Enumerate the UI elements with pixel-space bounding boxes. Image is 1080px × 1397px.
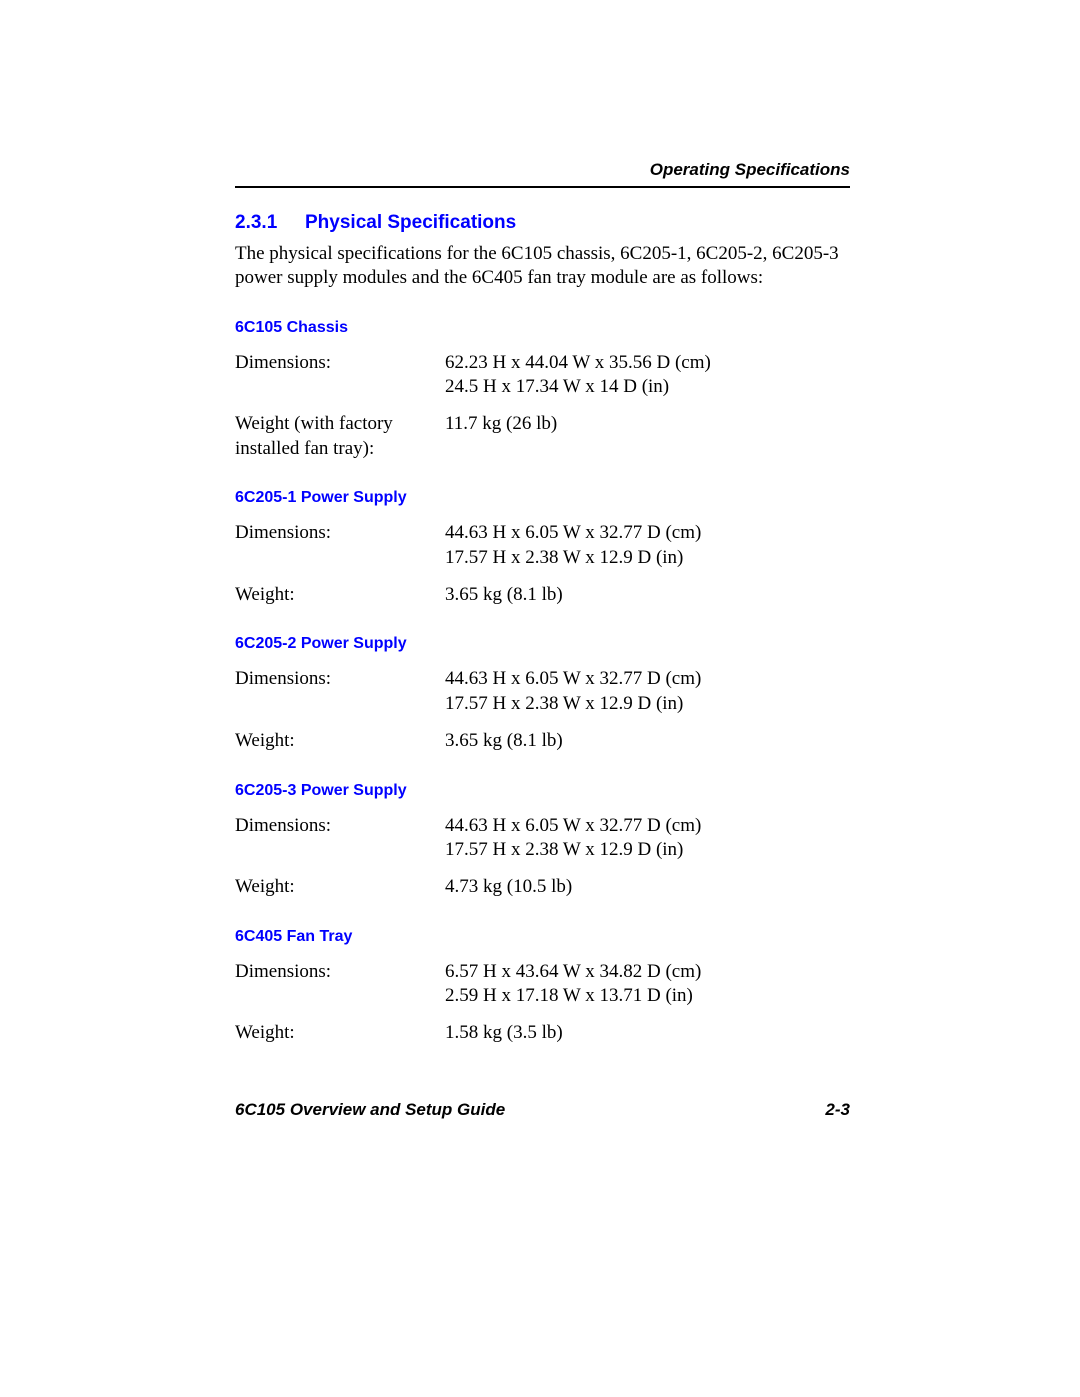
spec-row: Dimensions:44.63 H x 6.05 W x 32.77 D (c… xyxy=(235,814,850,863)
spec-label: Dimensions: xyxy=(235,667,445,716)
spec-value-line: 1.58 kg (3.5 lb) xyxy=(445,1021,850,1046)
footer-left: 6C105 Overview and Setup Guide xyxy=(235,1100,505,1120)
spec-value-line: 44.63 H x 6.05 W x 32.77 D (cm) xyxy=(445,814,850,839)
section-number: 2.3.1 xyxy=(235,212,305,234)
spec-row: Weight:4.73 kg (10.5 lb) xyxy=(235,875,850,900)
spec-value: 4.73 kg (10.5 lb) xyxy=(445,875,850,900)
spec-label: Weight: xyxy=(235,875,445,900)
section-heading: 2.3.1Physical Specifications xyxy=(235,212,850,234)
section-intro: The physical specifications for the 6C10… xyxy=(235,242,850,291)
spec-value: 3.65 kg (8.1 lb) xyxy=(445,729,850,754)
spec-value-line: 11.7 kg (26 lb) xyxy=(445,412,850,437)
spec-value-line: 17.57 H x 2.38 W x 12.9 D (in) xyxy=(445,838,850,863)
spec-value-line: 44.63 H x 6.05 W x 32.77 D (cm) xyxy=(445,521,850,546)
spec-subheading: 6C105 Chassis xyxy=(235,319,850,337)
spec-value-line: 4.73 kg (10.5 lb) xyxy=(445,875,850,900)
spec-row: Dimensions:44.63 H x 6.05 W x 32.77 D (c… xyxy=(235,667,850,716)
footer-right: 2-3 xyxy=(825,1100,850,1120)
spec-value: 44.63 H x 6.05 W x 32.77 D (cm)17.57 H x… xyxy=(445,521,850,570)
spec-value-line: 2.59 H x 17.18 W x 13.71 D (in) xyxy=(445,984,850,1009)
spec-subheading: 6C205-3 Power Supply xyxy=(235,782,850,800)
spec-subheading: 6C205-1 Power Supply xyxy=(235,489,850,507)
spec-value-line: 3.65 kg (8.1 lb) xyxy=(445,583,850,608)
spec-row: Dimensions:62.23 H x 44.04 W x 35.56 D (… xyxy=(235,351,850,400)
spec-row: Dimensions:44.63 H x 6.05 W x 32.77 D (c… xyxy=(235,521,850,570)
page-content: Operating Specifications 2.3.1Physical S… xyxy=(235,160,850,1058)
spec-label: Weight: xyxy=(235,583,445,608)
spec-subheading: 6C405 Fan Tray xyxy=(235,928,850,946)
spec-row: Weight:3.65 kg (8.1 lb) xyxy=(235,729,850,754)
spec-value: 6.57 H x 43.64 W x 34.82 D (cm)2.59 H x … xyxy=(445,960,850,1009)
spec-value: 44.63 H x 6.05 W x 32.77 D (cm)17.57 H x… xyxy=(445,667,850,716)
spec-label: Dimensions: xyxy=(235,960,445,1009)
spec-row: Weight:1.58 kg (3.5 lb) xyxy=(235,1021,850,1046)
spec-value-line: 62.23 H x 44.04 W x 35.56 D (cm) xyxy=(445,351,850,376)
page-header-right: Operating Specifications xyxy=(235,160,850,188)
page-footer: 6C105 Overview and Setup Guide 2-3 xyxy=(235,1100,850,1120)
spec-label: Weight: xyxy=(235,1021,445,1046)
spec-label: Weight (with factory installed fan tray)… xyxy=(235,412,445,461)
spec-value-line: 44.63 H x 6.05 W x 32.77 D (cm) xyxy=(445,667,850,692)
spec-row: Weight (with factory installed fan tray)… xyxy=(235,412,850,461)
spec-value: 44.63 H x 6.05 W x 32.77 D (cm)17.57 H x… xyxy=(445,814,850,863)
spec-label: Weight: xyxy=(235,729,445,754)
spec-label: Dimensions: xyxy=(235,351,445,400)
section-title: Physical Specifications xyxy=(305,212,516,233)
spec-groups: 6C105 ChassisDimensions:62.23 H x 44.04 … xyxy=(235,319,850,1046)
spec-subheading: 6C205-2 Power Supply xyxy=(235,635,850,653)
spec-value: 1.58 kg (3.5 lb) xyxy=(445,1021,850,1046)
spec-value: 11.7 kg (26 lb) xyxy=(445,412,850,461)
spec-row: Weight:3.65 kg (8.1 lb) xyxy=(235,583,850,608)
spec-value-line: 3.65 kg (8.1 lb) xyxy=(445,729,850,754)
spec-value: 62.23 H x 44.04 W x 35.56 D (cm)24.5 H x… xyxy=(445,351,850,400)
spec-value-line: 17.57 H x 2.38 W x 12.9 D (in) xyxy=(445,546,850,571)
spec-value-line: 17.57 H x 2.38 W x 12.9 D (in) xyxy=(445,692,850,717)
spec-row: Dimensions:6.57 H x 43.64 W x 34.82 D (c… xyxy=(235,960,850,1009)
spec-value-line: 6.57 H x 43.64 W x 34.82 D (cm) xyxy=(445,960,850,985)
spec-value: 3.65 kg (8.1 lb) xyxy=(445,583,850,608)
spec-label: Dimensions: xyxy=(235,814,445,863)
spec-label: Dimensions: xyxy=(235,521,445,570)
spec-value-line: 24.5 H x 17.34 W x 14 D (in) xyxy=(445,375,850,400)
